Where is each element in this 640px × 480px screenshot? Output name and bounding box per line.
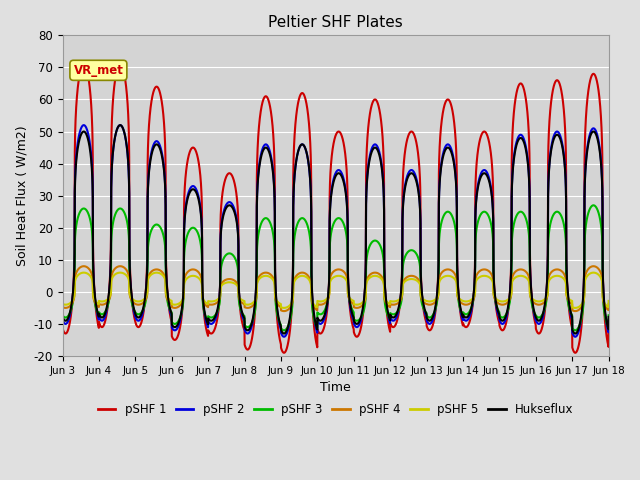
Line: pSHF 2: pSHF 2: [63, 125, 609, 337]
pSHF 1: [605, 325, 612, 331]
pSHF 3: [59, 312, 67, 318]
pSHF 1: [280, 350, 288, 356]
pSHF 2: [563, 281, 571, 287]
pSHF 1: [60, 328, 67, 334]
pSHF 3: [459, 312, 467, 318]
Hukseflux: [116, 122, 124, 128]
pSHF 5: [410, 276, 418, 282]
pSHF 1: [80, 61, 88, 67]
pSHF 5: [342, 277, 350, 283]
pSHF 1: [563, 278, 571, 284]
pSHF 4: [563, 295, 571, 300]
Title: Peltier SHF Plates: Peltier SHF Plates: [268, 15, 403, 30]
pSHF 3: [410, 249, 418, 254]
pSHF 3: [238, 310, 246, 316]
X-axis label: Time: Time: [320, 381, 351, 394]
pSHF 4: [410, 274, 418, 279]
pSHF 3: [589, 203, 597, 208]
pSHF 2: [410, 170, 418, 176]
pSHF 2: [238, 312, 246, 318]
pSHF 3: [280, 327, 288, 333]
pSHF 4: [342, 273, 350, 278]
pSHF 2: [459, 316, 467, 322]
pSHF 2: [605, 317, 612, 323]
pSHF 2: [59, 317, 67, 323]
Hukseflux: [342, 196, 350, 202]
pSHF 5: [238, 297, 246, 303]
Line: pSHF 3: pSHF 3: [63, 205, 609, 330]
pSHF 5: [60, 301, 67, 307]
Hukseflux: [605, 314, 612, 320]
pSHF 4: [459, 301, 467, 307]
pSHF 3: [342, 231, 350, 237]
pSHF 5: [59, 301, 67, 307]
Hukseflux: [459, 313, 467, 319]
pSHF 4: [280, 308, 288, 314]
pSHF 5: [605, 298, 612, 304]
Hukseflux: [280, 331, 288, 336]
Legend: pSHF 1, pSHF 2, pSHF 3, pSHF 4, pSHF 5, Hukseflux: pSHF 1, pSHF 2, pSHF 3, pSHF 4, pSHF 5, …: [93, 398, 579, 420]
pSHF 1: [59, 325, 67, 331]
Hukseflux: [410, 173, 418, 179]
pSHF 3: [563, 292, 571, 298]
Hukseflux: [563, 279, 571, 285]
pSHF 4: [59, 304, 67, 310]
pSHF 4: [80, 264, 88, 269]
pSHF 5: [80, 270, 88, 276]
Line: pSHF 1: pSHF 1: [63, 64, 609, 353]
Line: pSHF 4: pSHF 4: [63, 266, 609, 311]
pSHF 4: [605, 301, 612, 307]
Y-axis label: Soil Heat Flux ( W/m2): Soil Heat Flux ( W/m2): [15, 125, 28, 266]
pSHF 2: [60, 319, 67, 325]
pSHF 2: [342, 194, 350, 200]
Line: Hukseflux: Hukseflux: [63, 125, 609, 334]
Hukseflux: [238, 310, 246, 315]
pSHF 1: [459, 322, 467, 327]
pSHF 2: [280, 334, 288, 340]
Hukseflux: [59, 314, 67, 320]
pSHF 4: [238, 300, 246, 306]
pSHF 1: [342, 164, 350, 170]
Text: VR_met: VR_met: [74, 64, 124, 77]
Hukseflux: [60, 316, 67, 322]
pSHF 2: [80, 122, 88, 128]
pSHF 5: [459, 298, 467, 304]
pSHF 5: [563, 293, 571, 299]
pSHF 1: [238, 319, 246, 325]
pSHF 3: [605, 312, 612, 318]
pSHF 1: [410, 132, 418, 138]
pSHF 3: [60, 314, 67, 320]
pSHF 5: [280, 305, 288, 311]
pSHF 4: [60, 305, 67, 311]
Line: pSHF 5: pSHF 5: [63, 273, 609, 308]
